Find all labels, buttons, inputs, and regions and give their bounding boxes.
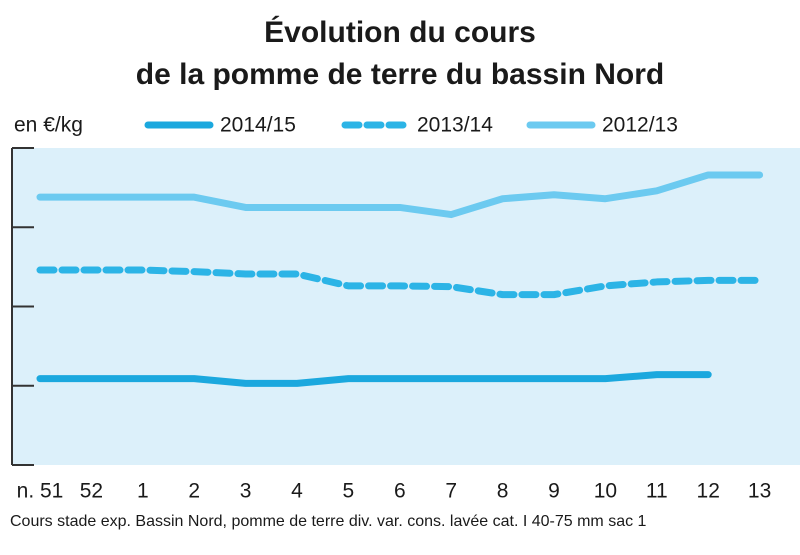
x-tick-label: 2	[188, 480, 200, 503]
x-tick-label: 12	[697, 480, 720, 503]
x-tick-label: 52	[80, 480, 103, 503]
chart-title: de la pomme de terre du bassin Nord	[136, 58, 664, 91]
x-tick-label: 10	[594, 480, 617, 503]
legend-label: 2012/13	[602, 114, 678, 137]
x-tick-label: 6	[394, 480, 406, 503]
x-tick-label: 3	[240, 480, 252, 503]
x-tick-label: 7	[445, 480, 457, 503]
y-axis-label: en €/kg	[14, 114, 83, 137]
x-tick-label: 5	[343, 480, 355, 503]
x-tick-label: n. 51	[17, 480, 64, 503]
x-tick-label: 9	[548, 480, 560, 503]
series-line	[36, 371, 712, 387]
x-tick-label: 8	[497, 480, 509, 503]
series-line	[36, 171, 764, 219]
x-tick-label: 13	[748, 480, 771, 503]
x-tick-label: 1	[137, 480, 149, 503]
plot-area	[12, 148, 800, 465]
x-tick-label: 11	[646, 480, 668, 503]
legend-label: 2014/15	[220, 114, 296, 137]
legend-label: 2013/14	[417, 114, 493, 137]
note: Cours stade exp. Bassin Nord, pomme de t…	[10, 513, 647, 530]
series-line	[36, 266, 764, 299]
x-tick-label: 4	[291, 480, 303, 503]
chart-title: Évolution du cours	[264, 15, 536, 49]
